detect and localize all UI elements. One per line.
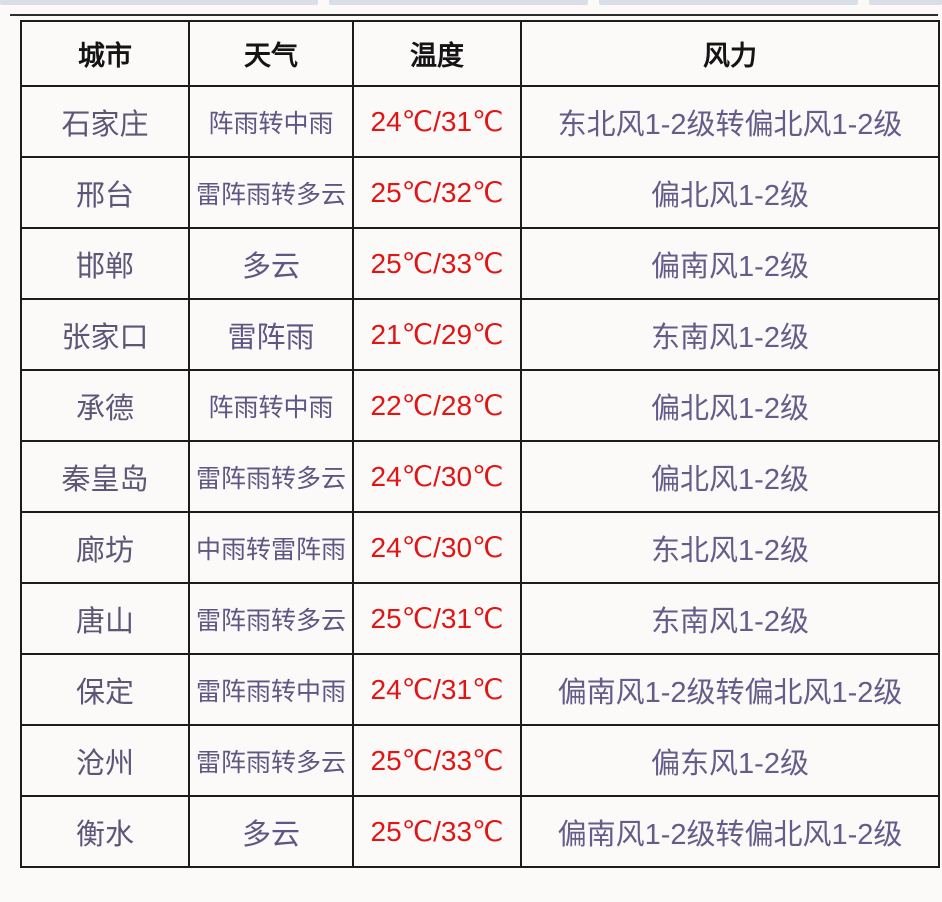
wind-cell: 偏北风1-2级 [520,156,940,229]
wind-cell: 偏北风1-2级 [520,440,940,513]
temperature-cell: 24℃/30℃ [352,440,522,513]
weather-cell: 雷阵雨 [188,298,354,371]
weather-cell: 阵雨转中雨 [188,85,354,158]
city-cell: 秦皇岛 [20,440,190,513]
wind-cell: 东南风1-2级 [520,582,940,655]
table-row: 沧州 雷阵雨转多云 25℃/33℃ 偏东风1-2级 [20,724,940,797]
weather-cell: 多云 [188,795,354,868]
temperature-cell: 25℃/32℃ [352,156,522,229]
table-row: 邯郸 多云 25℃/33℃ 偏南风1-2级 [20,227,940,300]
wind-cell: 东北风1-2级 [520,511,940,584]
weather-cell: 雷阵雨转多云 [188,582,354,655]
city-cell: 衡水 [20,795,190,868]
city-cell: 邯郸 [20,227,190,300]
weather-table: 城市 天气 温度 风力 石家庄 阵雨转中雨 24℃/31℃ 东北风1-2级转偏北… [20,20,940,868]
weather-cell: 雷阵雨转多云 [188,156,354,229]
temperature-cell: 25℃/33℃ [352,724,522,797]
wind-cell: 偏南风1-2级 [520,227,940,300]
tab-strip-segment [0,0,318,5]
city-cell: 沧州 [20,724,190,797]
temperature-cell: 24℃/31℃ [352,85,522,158]
city-cell: 石家庄 [20,85,190,158]
city-cell: 廊坊 [20,511,190,584]
wind-cell: 东南风1-2级 [520,298,940,371]
city-cell: 唐山 [20,582,190,655]
wind-cell: 偏东风1-2级 [520,724,940,797]
table-row: 承德 阵雨转中雨 22℃/28℃ 偏北风1-2级 [20,369,940,442]
weather-cell: 雷阵雨转中雨 [188,653,354,726]
tab-strip-segment [599,0,858,5]
wind-cell: 东北风1-2级转偏北风1-2级 [520,85,940,158]
table-row: 石家庄 阵雨转中雨 24℃/31℃ 东北风1-2级转偏北风1-2级 [20,85,940,158]
weather-cell: 阵雨转中雨 [188,369,354,442]
table-row: 保定 雷阵雨转中雨 24℃/31℃ 偏南风1-2级转偏北风1-2级 [20,653,940,726]
city-cell: 保定 [20,653,190,726]
weather-cell: 多云 [188,227,354,300]
weather-cell: 中雨转雷阵雨 [188,511,354,584]
top-divider-line [10,14,938,16]
table-row: 张家口 雷阵雨 21℃/29℃ 东南风1-2级 [20,298,940,371]
temperature-cell: 25℃/33℃ [352,795,522,868]
table-row: 邢台 雷阵雨转多云 25℃/32℃ 偏北风1-2级 [20,156,940,229]
temperature-cell: 25℃/31℃ [352,582,522,655]
table-header-row: 城市 天气 温度 风力 [20,20,940,87]
header-wind: 风力 [520,20,940,87]
header-weather: 天气 [188,20,354,87]
temperature-cell: 24℃/30℃ [352,511,522,584]
wind-cell: 偏南风1-2级转偏北风1-2级 [520,653,940,726]
tab-strip-segment [869,0,942,5]
temperature-cell: 22℃/28℃ [352,369,522,442]
weather-table-body: 石家庄 阵雨转中雨 24℃/31℃ 东北风1-2级转偏北风1-2级 邢台 雷阵雨… [20,85,940,868]
wind-cell: 偏北风1-2级 [520,369,940,442]
city-cell: 张家口 [20,298,190,371]
table-row: 衡水 多云 25℃/33℃ 偏南风1-2级转偏北风1-2级 [20,795,940,868]
temperature-cell: 21℃/29℃ [352,298,522,371]
tab-strip-segment [329,0,588,5]
wind-cell: 偏南风1-2级转偏北风1-2级 [520,795,940,868]
temperature-cell: 24℃/31℃ [352,653,522,726]
weather-cell: 雷阵雨转多云 [188,440,354,513]
city-cell: 邢台 [20,156,190,229]
table-row: 唐山 雷阵雨转多云 25℃/31℃ 东南风1-2级 [20,582,940,655]
table-row: 秦皇岛 雷阵雨转多云 24℃/30℃ 偏北风1-2级 [20,440,940,513]
temperature-cell: 25℃/33℃ [352,227,522,300]
header-temperature: 温度 [352,20,522,87]
table-row: 廊坊 中雨转雷阵雨 24℃/30℃ 东北风1-2级 [20,511,940,584]
weather-cell: 雷阵雨转多云 [188,724,354,797]
header-city: 城市 [20,20,190,87]
city-cell: 承德 [20,369,190,442]
